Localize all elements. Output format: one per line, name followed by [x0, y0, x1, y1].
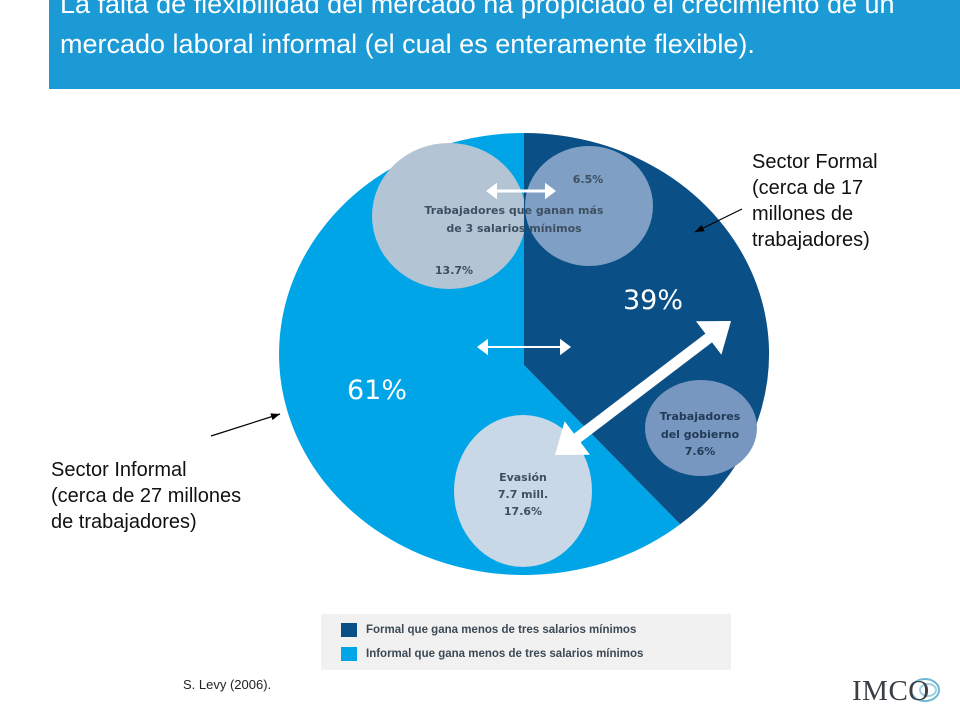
title-banner: La falta de flexibilidad del mercado ha … [49, 0, 960, 89]
bubble-government [645, 380, 757, 476]
legend-entry-formal: Formal que gana menos de tres salarios m… [341, 620, 636, 640]
formal-annotation-line: trabajadores) [752, 229, 870, 251]
arrow-shaft [567, 328, 719, 448]
formal-sector-annotation: Sector Formal (cerca de 17 millones de t… [752, 149, 952, 253]
bubble-high-earners-value: 6.5% [573, 173, 604, 186]
legend-label: Informal que gana menos de tres salarios… [366, 648, 644, 660]
bubble-government-label: Trabajadores [660, 410, 741, 423]
formal-annotation-line: millones de [752, 203, 854, 225]
bubble-government-value: 7.6% [685, 445, 716, 458]
informal-sector-annotation: Sector Informal (cerca de 27 millones de… [51, 457, 321, 535]
pointer-line [210, 413, 281, 437]
bubble-high-earners-formal [525, 146, 653, 266]
arrow-head [486, 182, 497, 200]
logo-swirl-ring [919, 683, 937, 697]
arrow-head [696, 321, 731, 355]
arrow-evasion [555, 321, 731, 455]
logo-swirl-ring [910, 678, 940, 702]
bubble-evasion-value: 7.7 mill. [498, 488, 548, 501]
chart-labels: 39% 61% Trabajadores que ganan más de 3 sal… [347, 173, 741, 518]
slice-label-formal: 39% [623, 285, 683, 316]
informal-annotation-line: Sector Informal [51, 459, 187, 481]
arrow-head [560, 338, 571, 356]
legend-swatch [341, 647, 357, 661]
pointer-informal [210, 413, 281, 437]
arrow-head [555, 421, 590, 455]
informal-annotation-line: (cerca de 27 millones [51, 485, 242, 507]
legend-swatch [341, 623, 357, 637]
legend-entry-informal: Informal que gana menos de tres salarios… [341, 644, 643, 664]
formal-annotation-line: (cerca de 17 [752, 177, 864, 199]
pointer-formal [694, 208, 743, 233]
legend-label: Formal que gana menos de tres salarios m… [366, 624, 637, 636]
bubble-high-earners-label: de 3 salarios mínimos [446, 222, 582, 235]
pointer-head [695, 224, 705, 232]
logo-swirl-icon [910, 678, 940, 702]
bubble-high-earners-value: 13.7% [435, 264, 473, 277]
bubble-high-earners-informal [372, 143, 524, 289]
bubble-high-earners-label: Trabajadores que ganan más [425, 204, 604, 217]
slice-label-informal: 61% [347, 375, 407, 406]
source-citation: S. Levy (2006). [183, 677, 272, 692]
bubble-government-label: del gobierno [661, 428, 740, 441]
page-title: La falta de flexibilidad del mercado ha … [60, 0, 895, 59]
arrow-head [477, 338, 488, 356]
arrows [210, 182, 743, 455]
informal-annotation-line: de trabajadores) [51, 511, 197, 533]
arrow-center [477, 338, 571, 356]
bubble-evasion-value: 17.6% [504, 505, 542, 518]
arrow-high-earners [486, 182, 556, 200]
formal-annotation-line: Sector Formal [752, 151, 878, 173]
chart-legend: Formal que gana menos de tres salarios m… [321, 614, 731, 670]
imco-logo: IMCO [852, 674, 930, 708]
bubble-evasion-label: Evasión [499, 471, 547, 484]
logo-text: IMCO [852, 674, 930, 707]
arrow-head [545, 182, 556, 200]
pointer-head [270, 413, 280, 421]
